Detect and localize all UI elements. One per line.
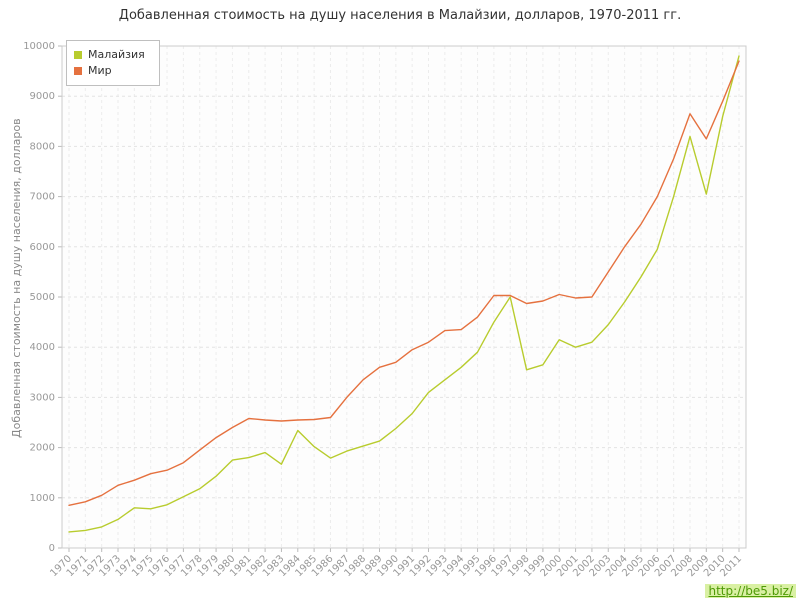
malaysia-series-swatch	[74, 51, 82, 59]
chart-title: Добавленная стоимость на душу населения …	[118, 8, 682, 23]
y-tick-label: 6000	[30, 242, 55, 253]
y-tick-label: 5000	[30, 292, 55, 303]
y-tick-label: 2000	[30, 443, 55, 454]
y-tick-label: 7000	[30, 192, 55, 203]
y-tick-label: 9000	[30, 91, 55, 102]
plot-border	[61, 45, 747, 549]
legend-item-malaysia: Малайзия	[74, 48, 145, 62]
y-axis-title: Добавленная стоимость на душу населения,…	[10, 118, 23, 438]
y-tick-label: 4000	[30, 342, 55, 353]
legend-label-world: Мир	[88, 64, 112, 77]
y-tick-label: 10000	[23, 41, 55, 52]
series-line-world	[68, 60, 740, 506]
y-tick-label: 8000	[30, 141, 55, 152]
series-line-malaysia	[68, 55, 740, 533]
watermark-link[interactable]: http://be5.biz/	[705, 584, 796, 598]
y-tick-label: 3000	[30, 392, 55, 403]
legend-item-world: Мир	[74, 64, 145, 78]
legend: Малайзия Мир	[66, 40, 160, 86]
world-series-swatch	[74, 67, 82, 75]
legend-label-malaysia: Малайзия	[88, 48, 145, 61]
y-tick-label: 1000	[30, 493, 55, 504]
y-tick-label: 0	[49, 543, 55, 554]
